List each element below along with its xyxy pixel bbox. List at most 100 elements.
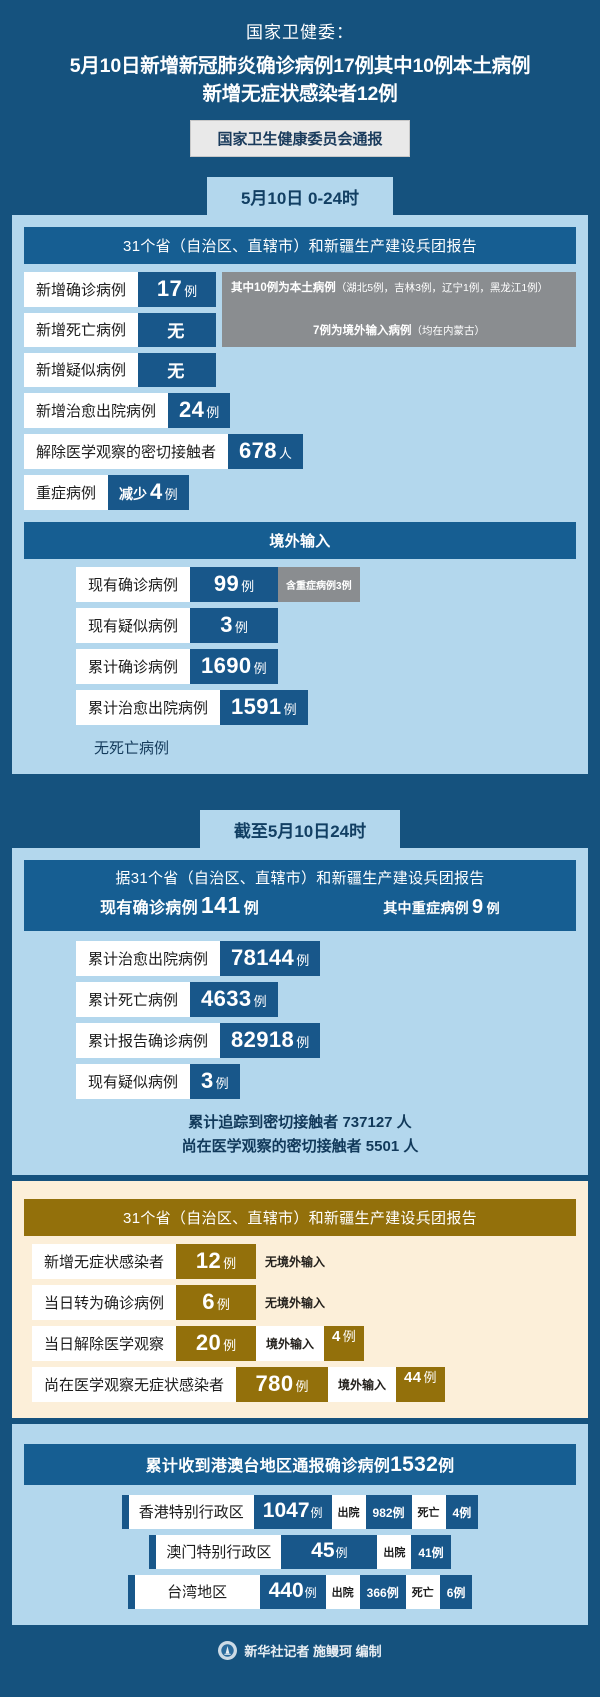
- region-confirmed-number: 45: [311, 1539, 335, 1563]
- row-value-unit: 例: [283, 702, 297, 718]
- row-value: 99 例: [190, 567, 279, 603]
- row-note-unit: 例: [423, 1370, 437, 1386]
- section-cumulative-tab-wrap: 截至5月10日24时: [12, 810, 588, 851]
- cumulative-tail-line-1: 累计追踪到密切接触者 737127 人: [188, 1114, 412, 1132]
- row-label: 当日转为确诊病例: [32, 1285, 177, 1321]
- row-note-number: 4: [332, 1328, 341, 1346]
- section-cumulative-banner-text: 据31个省（自治区、直辖市）和新疆生产建设兵团报告: [115, 870, 485, 888]
- row-value-prefix: 减少: [119, 486, 148, 503]
- region-confirmed: 45 例: [281, 1535, 378, 1570]
- xinhua-logo-icon: [218, 1641, 238, 1661]
- imported-block: 境外输入 现有确诊病例 99 例 含重症病例3例 现有疑似病例 3: [24, 522, 576, 758]
- row-value-number: 78144: [231, 945, 295, 971]
- row-label: 重症病例: [24, 475, 109, 511]
- region-deaths-label: 死亡: [411, 1495, 446, 1530]
- row-note-value: 44 例: [396, 1367, 445, 1403]
- cumulative-tail-line-2: 尚在医学观察的密切接触者 5501 人: [181, 1138, 419, 1156]
- row-value-unit: 例: [216, 1297, 230, 1313]
- row-value: 3 例: [190, 608, 279, 644]
- table-row: 当日解除医学观察 20 例 境外输入 4 例: [32, 1326, 576, 1362]
- section-cumulative-tab: 截至5月10日24时: [199, 810, 401, 851]
- row-value: 17 例: [138, 272, 217, 308]
- headline-line-1: 5月10日新增新冠肺炎确诊病例17例其中10例本土病例: [69, 55, 531, 77]
- section-asymptomatic-body: 31个省（自治区、直辖市）和新疆生产建设兵团报告 新增无症状感染者 12 例 无…: [12, 1181, 588, 1419]
- section-daily-tab: 5月10日 0-24时: [206, 177, 394, 218]
- row-value-number: 780: [255, 1371, 294, 1397]
- row-label: 累计确诊病例: [76, 649, 191, 685]
- region-discharged-value: 366例: [359, 1575, 406, 1610]
- row-value-number: 3: [220, 612, 233, 638]
- table-row: 累计治愈出院病例 78144 例: [76, 941, 576, 977]
- region-name: 澳门特别行政区: [156, 1535, 282, 1570]
- gov-badge-wrap: 国家卫生健康委员会通报: [14, 120, 586, 158]
- footer: 新华社记者 施鳗珂 编制: [0, 1625, 600, 1674]
- row-value: 1690 例: [190, 649, 278, 685]
- table-row: 新增疑似病例 无: [24, 353, 576, 388]
- cumulative-severe: 其中重症病例 9 例: [383, 896, 500, 919]
- row-value-number: 24: [179, 397, 205, 423]
- row-tick: [149, 1535, 157, 1570]
- highlight-right-number: 9: [472, 896, 484, 919]
- table-row: 香港特别行政区 1047 例 出院 982例 死亡 4例: [24, 1495, 576, 1530]
- row-value: 减少 4 例: [108, 475, 189, 511]
- row-value-unit: 例: [223, 1256, 237, 1272]
- row-value-unit: 例: [296, 953, 310, 969]
- headline-line-2: 新增无症状感染者12例: [202, 82, 398, 105]
- row-value: 6 例: [176, 1285, 257, 1321]
- row-value-unit: 例: [206, 405, 220, 421]
- row-note: 境外输入: [256, 1326, 325, 1362]
- table-row: 新增死亡病例 无: [24, 313, 217, 348]
- table-row: 现有疑似病例 3 例: [76, 1064, 576, 1100]
- cumulative-current-confirmed: 现有确诊病例 141 例: [100, 892, 259, 919]
- explain-line-1-strong: 其中10例为本土病例: [231, 282, 336, 295]
- section-cumulative-banner-block: 据31个省（自治区、直辖市）和新疆生产建设兵团报告 现有确诊病例 141 例 其中重…: [24, 860, 576, 932]
- row-label: 新增治愈出院病例: [24, 393, 169, 429]
- table-row: 现有确诊病例 99 例 含重症病例3例: [76, 567, 576, 603]
- row-value-unit: 例: [253, 994, 267, 1010]
- explain-line-2-strong: 7例为境外输入病例: [313, 324, 412, 337]
- row-label: 现有疑似病例: [76, 1064, 191, 1100]
- section-cumulative-rows: 累计治愈出院病例 78144 例 累计死亡病例 4633 例 累计报告确诊病例: [24, 941, 576, 1100]
- row-value-number: 1591: [231, 694, 282, 720]
- row-value: 82918 例: [220, 1023, 321, 1059]
- row-value-number: 82918: [231, 1027, 295, 1053]
- section-hmt-rows: 香港特别行政区 1047 例 出院 982例 死亡 4例 澳门特别行政区 45: [24, 1495, 576, 1610]
- row-value-number: 99: [213, 571, 240, 597]
- daily-explain-note: 其中10例为本土病例（湖北5例，吉林3例，辽宁1例，黑龙江1例） 7例为境外输入…: [222, 272, 576, 348]
- region-deaths-label: 死亡: [405, 1575, 440, 1610]
- row-value: 78144 例: [220, 941, 321, 977]
- row-value: 无: [138, 353, 217, 388]
- row-value: 24 例: [168, 393, 231, 429]
- explain-line-2: 7例为境外输入病例（均在内蒙古）: [231, 322, 567, 340]
- row-value-unit: 例: [215, 1076, 229, 1092]
- row-value: 3 例: [190, 1064, 240, 1100]
- row-value-unit: 例: [253, 661, 267, 677]
- section-asymptomatic-rows: 新增无症状感染者 12 例 无境外输入 当日转为确诊病例 6 例 无境外输入: [24, 1244, 576, 1403]
- region-name: 台湾地区: [134, 1575, 260, 1610]
- row-label: 新增无症状感染者: [32, 1244, 177, 1280]
- region-confirmed: 1047 例: [253, 1495, 332, 1530]
- row-value-unit: 例: [164, 487, 178, 503]
- row-note-number: 44: [404, 1369, 422, 1387]
- table-row: 尚在医学观察无症状感染者 780 例 境外输入 44 例: [32, 1367, 576, 1403]
- row-note-value: 4 例: [324, 1326, 364, 1362]
- header: 国家卫健委： 5月10日新增新冠肺炎确诊病例17例其中10例本土病例 新增无症状…: [0, 0, 600, 163]
- row-label: 当日解除医学观察: [32, 1326, 177, 1362]
- table-row: 新增治愈出院病例 24 例: [24, 393, 576, 429]
- daily-rows-top-group: 新增确诊病例 17 例 新增死亡病例 无: [24, 272, 576, 348]
- row-tick: [127, 1575, 135, 1610]
- footer-credit: 新华社记者 施鳗珂 编制: [244, 1644, 382, 1660]
- header-eyebrow: 国家卫健委：: [246, 23, 354, 42]
- hmt-banner-text: 累计收到港澳台地区通报确诊病例: [145, 1458, 391, 1476]
- section-daily-banner: 31个省（自治区、直辖市）和新疆生产建设兵团报告: [24, 227, 576, 265]
- section-daily-rows: 新增确诊病例 17 例 新增死亡病例 无: [24, 272, 576, 511]
- row-value-unit: 例: [184, 284, 198, 300]
- table-row: 台湾地区 440 例 出院 366例 死亡 6例: [24, 1575, 576, 1610]
- daily-rows-left-stack: 新增确诊病例 17 例 新增死亡病例 无: [24, 272, 217, 348]
- explain-line-1-detail: （湖北5例，吉林3例，辽宁1例，黑龙江1例）: [335, 282, 549, 295]
- table-row: 重症病例 减少 4 例: [24, 475, 576, 511]
- hmt-banner-unit: 例: [438, 1458, 455, 1476]
- table-row: 累计报告确诊病例 82918 例: [76, 1023, 576, 1059]
- section-cumulative: 截至5月10日24时 据31个省（自治区、直辖市）和新疆生产建设兵团报告 现有确…: [12, 810, 588, 1176]
